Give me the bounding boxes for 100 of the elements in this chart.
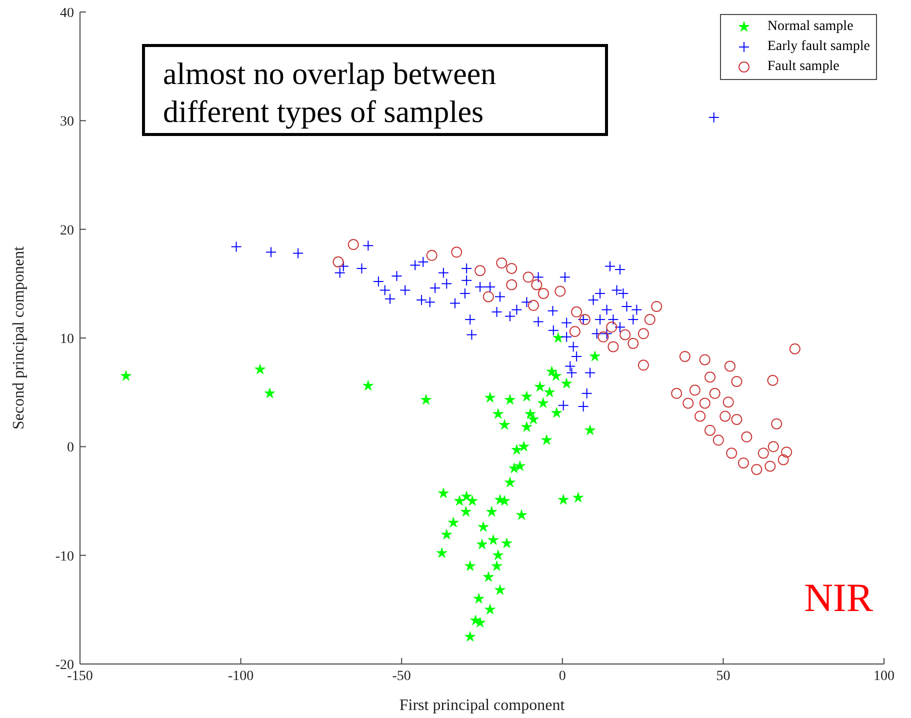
point <box>521 421 532 432</box>
point <box>682 398 694 409</box>
y-tick-label: 10 <box>60 332 74 347</box>
annotation: almost no overlap between different types of samples <box>163 55 498 131</box>
point <box>362 380 374 391</box>
point <box>499 419 510 430</box>
point <box>454 495 465 506</box>
x-tick-label: -100 <box>228 668 254 684</box>
point <box>460 506 472 517</box>
point <box>491 560 502 571</box>
point <box>514 460 526 471</box>
point <box>724 360 736 372</box>
legend-label: Normal sample <box>767 19 854 35</box>
point <box>704 424 716 436</box>
point <box>550 370 562 381</box>
point <box>726 448 738 459</box>
point <box>518 440 530 452</box>
point <box>699 354 710 366</box>
point <box>531 279 542 290</box>
legend-label: Fault sample <box>767 59 840 75</box>
point <box>738 457 749 468</box>
point <box>504 476 516 488</box>
point <box>524 408 536 419</box>
x-axis-title: First principal component <box>399 697 566 714</box>
point <box>538 288 549 299</box>
point <box>420 394 432 405</box>
point <box>552 332 564 343</box>
y-tick-label: 0 <box>67 440 74 456</box>
annotation: NIR <box>804 574 873 621</box>
point <box>584 424 596 436</box>
point <box>699 398 710 409</box>
point <box>620 329 631 340</box>
y-tick-label: 30 <box>60 114 74 130</box>
point <box>781 446 792 458</box>
point <box>348 239 359 250</box>
point <box>482 571 494 582</box>
point <box>558 494 569 505</box>
point <box>486 506 498 517</box>
point <box>494 584 506 595</box>
point <box>441 528 452 540</box>
point <box>484 604 496 614</box>
point <box>579 314 590 326</box>
point <box>541 434 552 445</box>
point <box>470 614 482 626</box>
point <box>720 410 731 422</box>
point <box>598 331 609 342</box>
point <box>511 444 522 455</box>
point <box>771 418 782 430</box>
point <box>496 258 508 269</box>
point <box>679 350 690 362</box>
point <box>722 396 734 408</box>
point <box>473 593 484 604</box>
point <box>789 343 800 354</box>
point <box>438 488 449 498</box>
point <box>528 300 539 311</box>
point <box>741 431 752 442</box>
point <box>778 454 789 466</box>
point <box>448 516 459 528</box>
point <box>461 490 472 502</box>
point <box>768 441 779 452</box>
point <box>731 376 742 387</box>
point <box>464 631 476 642</box>
point <box>572 492 584 502</box>
point <box>704 372 716 383</box>
point <box>482 291 494 302</box>
point <box>506 262 518 274</box>
point <box>492 408 504 419</box>
point <box>264 388 276 398</box>
point <box>751 464 762 475</box>
point <box>569 326 580 337</box>
point <box>466 495 478 506</box>
x-tick-label: 50 <box>716 668 730 684</box>
point <box>484 392 496 402</box>
y-tick-label: -10 <box>55 549 74 564</box>
point <box>764 460 776 472</box>
point <box>451 246 462 258</box>
x-tick-label: 100 <box>874 668 894 684</box>
y-tick-label: 20 <box>60 223 74 238</box>
point <box>551 407 562 418</box>
point <box>731 414 742 425</box>
point <box>694 410 706 422</box>
legend-label: Early fault sample <box>767 39 870 55</box>
point <box>521 390 532 402</box>
point <box>534 381 546 392</box>
point <box>501 538 512 548</box>
point <box>546 366 558 376</box>
point <box>638 328 649 340</box>
point <box>671 388 682 399</box>
point <box>644 314 656 326</box>
point <box>589 350 600 362</box>
point <box>561 378 572 388</box>
y-tick-label: 40 <box>60 6 74 21</box>
point <box>651 300 662 312</box>
point <box>758 448 769 459</box>
point <box>712 434 724 446</box>
point <box>608 341 619 352</box>
point <box>436 547 448 558</box>
point <box>464 560 476 571</box>
point <box>120 370 132 381</box>
point <box>478 521 489 532</box>
